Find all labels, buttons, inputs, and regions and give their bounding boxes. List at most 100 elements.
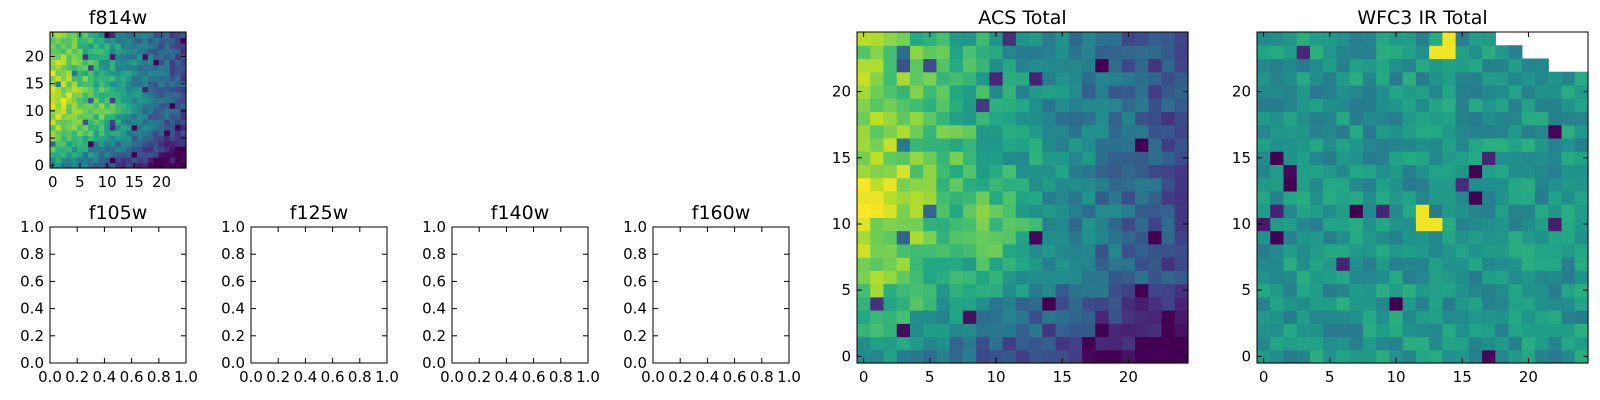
heatmap-cell (164, 146, 171, 153)
heatmap-cell (1108, 98, 1123, 113)
heatmap-cell (1508, 190, 1523, 205)
heatmap-cell (120, 135, 127, 142)
heatmap-cell (1082, 151, 1096, 165)
x-tick-label: 0.0 (239, 368, 263, 386)
heatmap-cell (50, 140, 57, 147)
heatmap-cell (60, 70, 67, 77)
heatmap-cell (870, 349, 885, 364)
heatmap-cell (1548, 217, 1563, 232)
heatmap-cell (1349, 58, 1364, 73)
heatmap-cell (142, 162, 149, 169)
heatmap-cell (66, 59, 73, 66)
heatmap-cell (949, 310, 964, 324)
heatmap-cell (1042, 323, 1057, 338)
heatmap-cell (1362, 243, 1377, 258)
heatmap-cell (175, 162, 182, 169)
heatmap-cell (1108, 32, 1123, 46)
heatmap-cell (989, 257, 1004, 271)
heatmap-cell (870, 98, 885, 113)
heatmap-cell (1042, 151, 1057, 165)
heatmap-cell (120, 162, 127, 169)
heatmap-cell (1442, 58, 1457, 73)
heatmap-cell (1561, 217, 1576, 232)
y-tick-label: 0 (841, 347, 851, 365)
heatmap-cell (1442, 45, 1457, 60)
heatmap-cell (1495, 217, 1510, 232)
heatmap-cell (1521, 323, 1536, 338)
heatmap-cell (1376, 257, 1390, 271)
heatmap-cell (1029, 230, 1043, 245)
heatmap-cell (104, 108, 111, 115)
heatmap-cell (55, 37, 62, 44)
heatmap-cell (976, 323, 990, 338)
heatmap-cell (1002, 111, 1017, 126)
heatmap-cell (1029, 190, 1043, 205)
heatmap-cell (1148, 71, 1163, 86)
heatmap-cell (147, 146, 154, 153)
heatmap-cell (1508, 204, 1523, 218)
heatmap-cell (1042, 190, 1057, 205)
heatmap-cell (989, 45, 1004, 60)
heatmap-cell (66, 42, 73, 49)
heatmap-cell (1508, 323, 1523, 338)
heatmap-cell (109, 146, 116, 153)
heatmap-cell (131, 42, 138, 49)
heatmap-cell (77, 86, 84, 93)
heatmap-cell (1336, 296, 1351, 311)
heatmap-cell (1323, 111, 1338, 126)
heatmap-cell (896, 71, 911, 86)
heatmap-cell (1323, 230, 1338, 245)
heatmap-cell (1309, 323, 1324, 338)
heatmap-cell (180, 97, 187, 104)
heatmap-cell (1362, 111, 1377, 126)
heatmap-cell (1283, 283, 1298, 298)
heatmap-cell (1574, 98, 1589, 113)
heatmap-cell (82, 157, 89, 164)
heatmap-cell (1257, 151, 1271, 165)
heatmap-cell (1548, 283, 1563, 298)
heatmap-cell (115, 157, 122, 164)
heatmap-cell (1135, 58, 1149, 73)
heatmap-cell (180, 70, 187, 77)
y-tick-label: 0.4 (422, 300, 446, 318)
heatmap-cell (1468, 323, 1483, 338)
heatmap-cell (1068, 177, 1083, 192)
heatmap-cell (115, 70, 122, 77)
heatmap-cell (147, 75, 154, 82)
heatmap-cell (1389, 84, 1404, 99)
heatmap-cell (1135, 71, 1149, 86)
heatmap-cell (1389, 310, 1404, 324)
heatmap-cell (1548, 243, 1563, 258)
heatmap-cell (169, 64, 176, 71)
heatmap-cell (976, 32, 990, 46)
heatmap-cell (1349, 190, 1364, 205)
heatmap-cell (1376, 98, 1390, 113)
heatmap-cell (962, 349, 977, 364)
heatmap-cell (896, 137, 911, 152)
heatmap-cell (1535, 243, 1549, 258)
heatmap-cell (1495, 257, 1510, 271)
heatmap-cell (1161, 164, 1176, 179)
heatmap-cell (50, 151, 57, 158)
x-tick-label: 0.0 (440, 368, 464, 386)
heatmap-cell (936, 230, 951, 245)
heatmap-cell (147, 37, 154, 44)
heatmap-cell (1257, 257, 1271, 271)
heatmap-cell (164, 59, 171, 66)
heatmap-cell (1429, 98, 1443, 113)
heatmap-cell (1323, 124, 1338, 139)
heatmap-cell (88, 75, 95, 82)
heatmap-cell (936, 336, 951, 351)
heatmap-cell (1283, 257, 1298, 271)
heatmap-cell (1161, 111, 1176, 126)
heatmap-cell (1376, 111, 1390, 126)
heatmap-cell (1257, 204, 1271, 218)
heatmap-cell (1283, 71, 1298, 86)
heatmap-cell (976, 177, 990, 192)
heatmap-cell (1095, 257, 1110, 271)
heatmap-cell (137, 64, 144, 71)
heatmap-cell (1389, 98, 1404, 113)
heatmap-cell (1376, 71, 1390, 86)
heatmap-cell (896, 270, 911, 285)
